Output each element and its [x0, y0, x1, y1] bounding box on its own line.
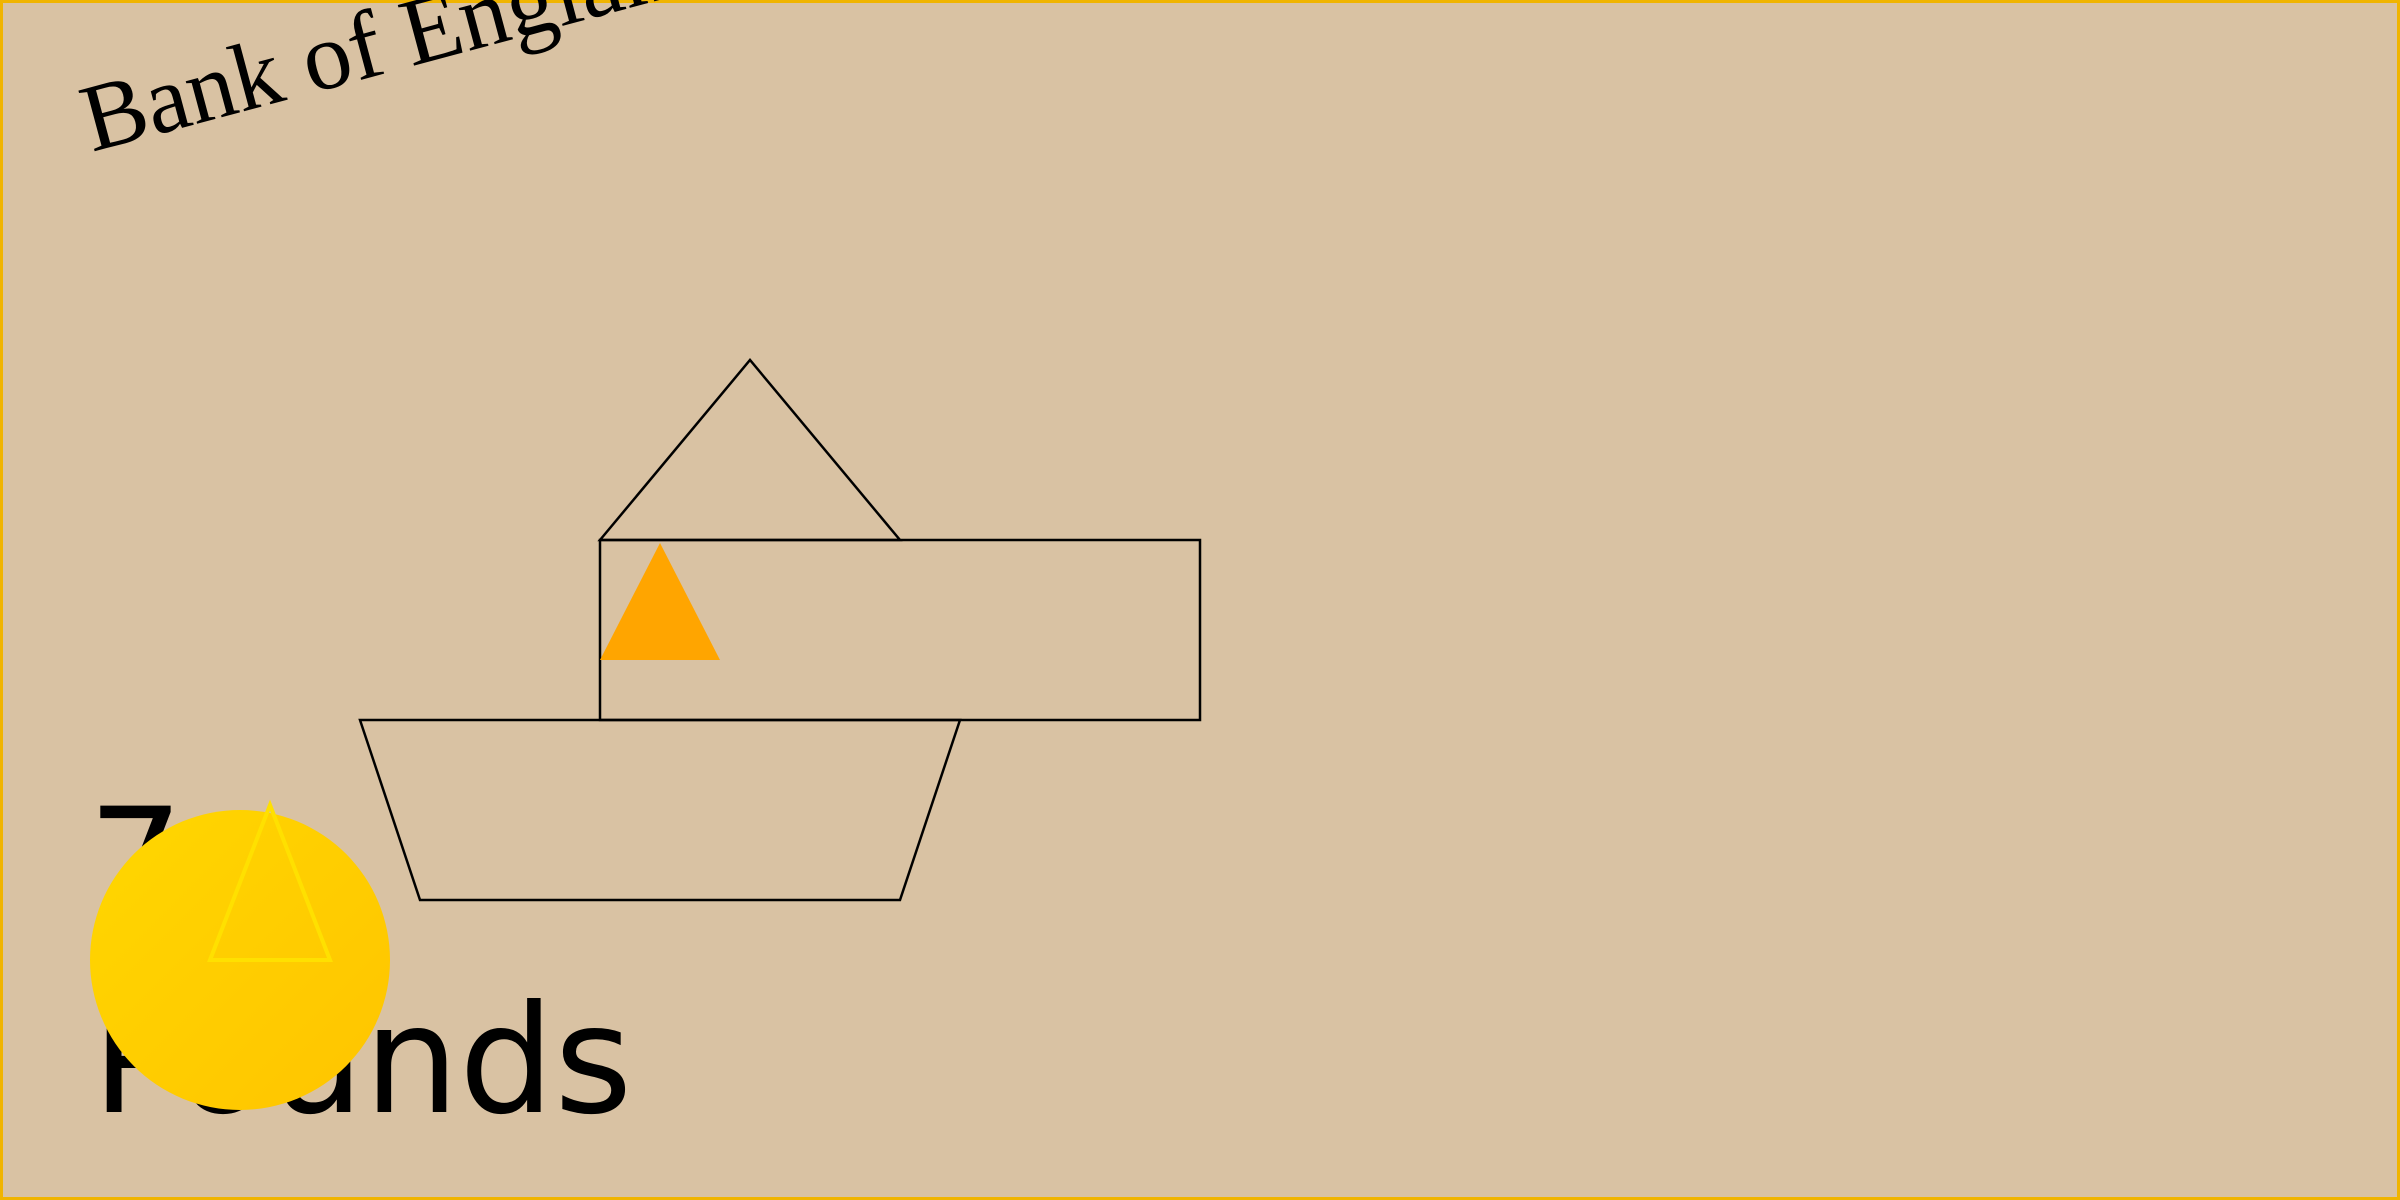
boat-hull [358, 718, 962, 902]
seal-triangle-icon [207, 799, 333, 962]
boat-drawing [358, 358, 1202, 902]
gold-seal-icon [90, 799, 390, 1110]
orange-triangle-icon [600, 543, 720, 660]
